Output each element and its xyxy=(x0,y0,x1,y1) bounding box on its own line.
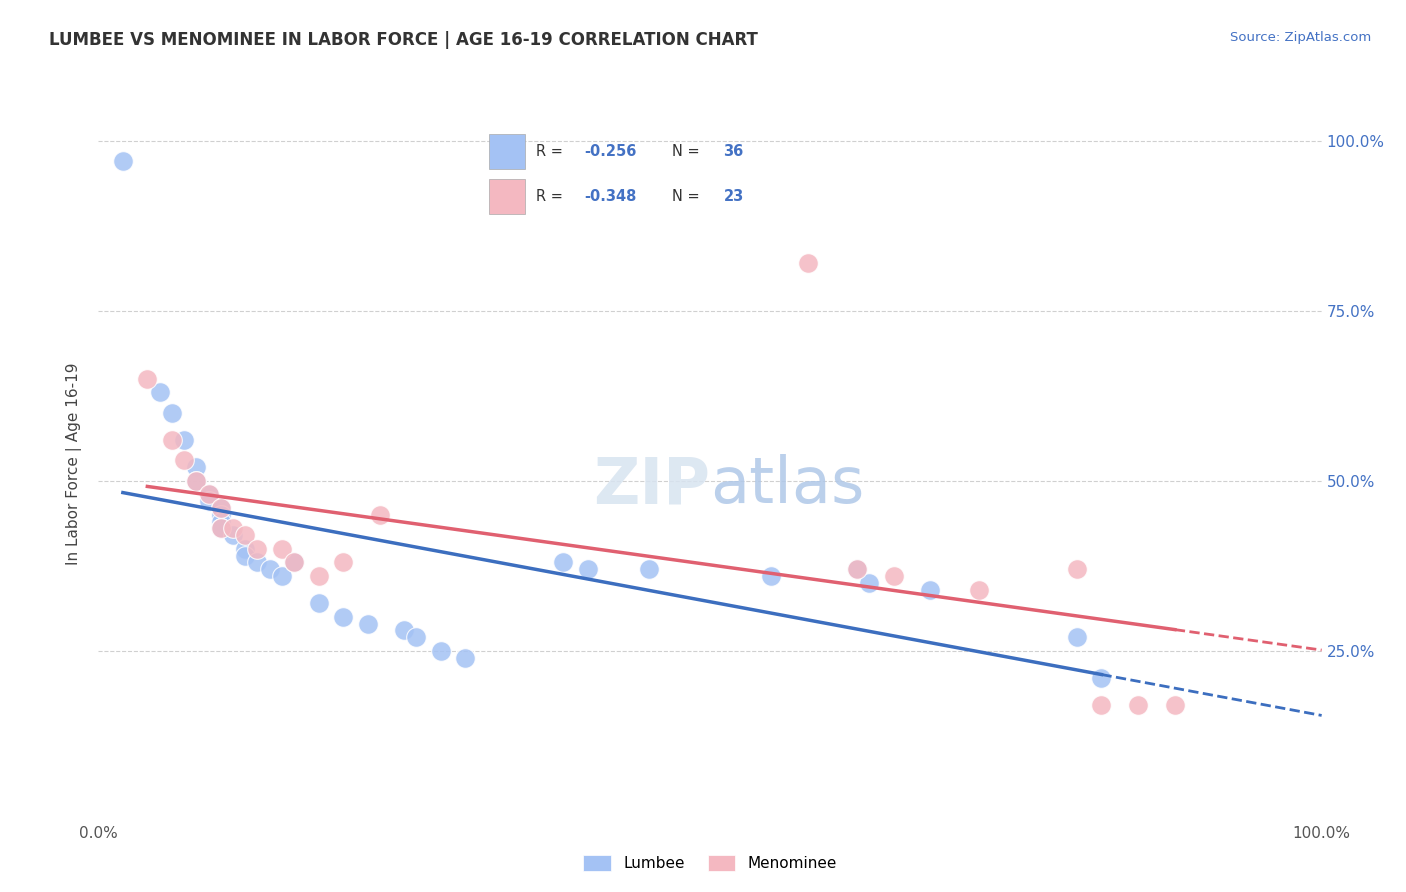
Point xyxy=(209,501,232,516)
Point xyxy=(761,569,783,583)
Point xyxy=(392,624,416,638)
Point xyxy=(283,555,305,569)
Text: LUMBEE VS MENOMINEE IN LABOR FORCE | AGE 16-19 CORRELATION CHART: LUMBEE VS MENOMINEE IN LABOR FORCE | AGE… xyxy=(49,31,758,49)
Point xyxy=(209,521,232,535)
Point xyxy=(1090,698,1112,712)
Text: ZIP: ZIP xyxy=(593,454,710,516)
Point xyxy=(197,487,219,501)
Point xyxy=(136,372,159,386)
Point xyxy=(209,515,232,529)
Point xyxy=(246,555,269,569)
Point xyxy=(368,508,391,522)
Point xyxy=(186,474,208,488)
Point xyxy=(186,474,208,488)
Point xyxy=(173,433,195,447)
Point xyxy=(356,616,378,631)
Point xyxy=(1164,698,1187,712)
Point xyxy=(209,508,232,522)
Point xyxy=(149,385,172,400)
Point xyxy=(405,630,427,644)
Point xyxy=(270,541,294,556)
Legend: Lumbee, Menominee: Lumbee, Menominee xyxy=(578,849,842,877)
Point xyxy=(270,569,294,583)
Point xyxy=(332,555,354,569)
Point xyxy=(430,644,453,658)
Point xyxy=(1090,671,1112,685)
Point xyxy=(246,541,269,556)
Point xyxy=(967,582,990,597)
Point xyxy=(308,596,330,610)
Point xyxy=(197,494,219,508)
Point xyxy=(308,569,330,583)
Y-axis label: In Labor Force | Age 16-19: In Labor Force | Age 16-19 xyxy=(66,362,83,566)
Text: Source: ZipAtlas.com: Source: ZipAtlas.com xyxy=(1230,31,1371,45)
Point xyxy=(576,562,599,576)
Point xyxy=(173,453,195,467)
Point xyxy=(1066,562,1088,576)
Point xyxy=(259,562,281,576)
Text: atlas: atlas xyxy=(710,454,865,516)
Point xyxy=(454,650,477,665)
Point xyxy=(160,433,183,447)
Point xyxy=(920,582,942,597)
Point xyxy=(233,528,256,542)
Point xyxy=(638,562,661,576)
Point xyxy=(283,555,305,569)
Point xyxy=(209,521,232,535)
Point xyxy=(209,521,232,535)
Point xyxy=(222,521,245,535)
Point xyxy=(1066,630,1088,644)
Point xyxy=(845,562,868,576)
Point xyxy=(233,549,256,563)
Point xyxy=(332,609,354,624)
Point xyxy=(845,562,868,576)
Point xyxy=(858,575,880,590)
Point xyxy=(553,555,575,569)
Point xyxy=(233,541,256,556)
Point xyxy=(197,487,219,501)
Point xyxy=(186,460,208,475)
Point xyxy=(1128,698,1150,712)
Point xyxy=(797,256,820,270)
Point xyxy=(111,154,134,169)
Point xyxy=(222,528,245,542)
Point xyxy=(209,501,232,516)
Point xyxy=(160,406,183,420)
Point xyxy=(883,569,905,583)
